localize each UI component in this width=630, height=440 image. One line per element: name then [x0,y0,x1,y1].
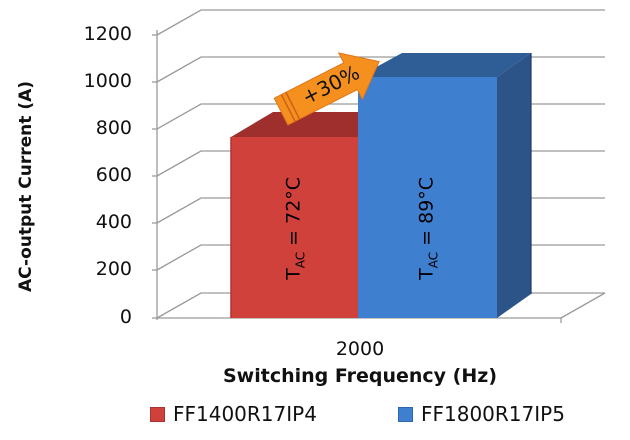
annotation-value: = 72°C [282,176,305,252]
bar-red-top-face [231,112,358,137]
bar-blue-side-face [497,53,531,318]
annotation-subscript: AC [426,251,441,269]
legend: FF1400R17IP4 FF1800R17IP5 [0,402,630,432]
bar-blue-front-face [358,77,497,318]
y-tick: 1000 [83,70,132,92]
legend-item-ff1400r17ip4: FF1400R17IP4 [150,402,317,426]
annotation-subscript: AC [293,251,308,269]
bar-blue-top-face [358,53,531,77]
legend-item-ff1800r17ip5: FF1800R17IP5 [398,402,565,426]
y-tick: 0 [119,306,132,328]
bar-blue-annotation: TAC = 89°C [416,168,441,288]
annotation-value: = 89°C [415,176,438,252]
bar-red-annotation: TAC = 72°C [283,168,308,288]
y-tick: 1200 [83,23,132,45]
legend-label: FF1400R17IP4 [173,402,317,426]
increase-arrow-icon [273,52,380,126]
annotation-symbol: T [415,268,438,280]
y-axis-title: AC-output Current (A) [16,80,36,292]
x-axis-title: Switching Frequency (Hz) [222,365,498,387]
gridlines [152,9,606,323]
annotation-symbol: T [282,268,305,280]
y-axis-ticks: 1200 1000 800 600 400 200 0 [60,0,132,340]
bar-red-front-face [231,137,358,318]
y-tick: 200 [95,258,132,280]
x-tick: 2000 [335,338,385,360]
y-tick: 600 [95,164,132,186]
bar-ff1800r17ip5 [358,53,532,318]
legend-label: FF1800R17IP5 [421,402,565,426]
legend-swatch-blue [398,406,413,422]
legend-swatch-red [150,406,165,422]
bar-ff1400r17ip4 [230,112,358,318]
y-tick: 400 [95,211,132,233]
y-tick: 800 [95,117,132,139]
